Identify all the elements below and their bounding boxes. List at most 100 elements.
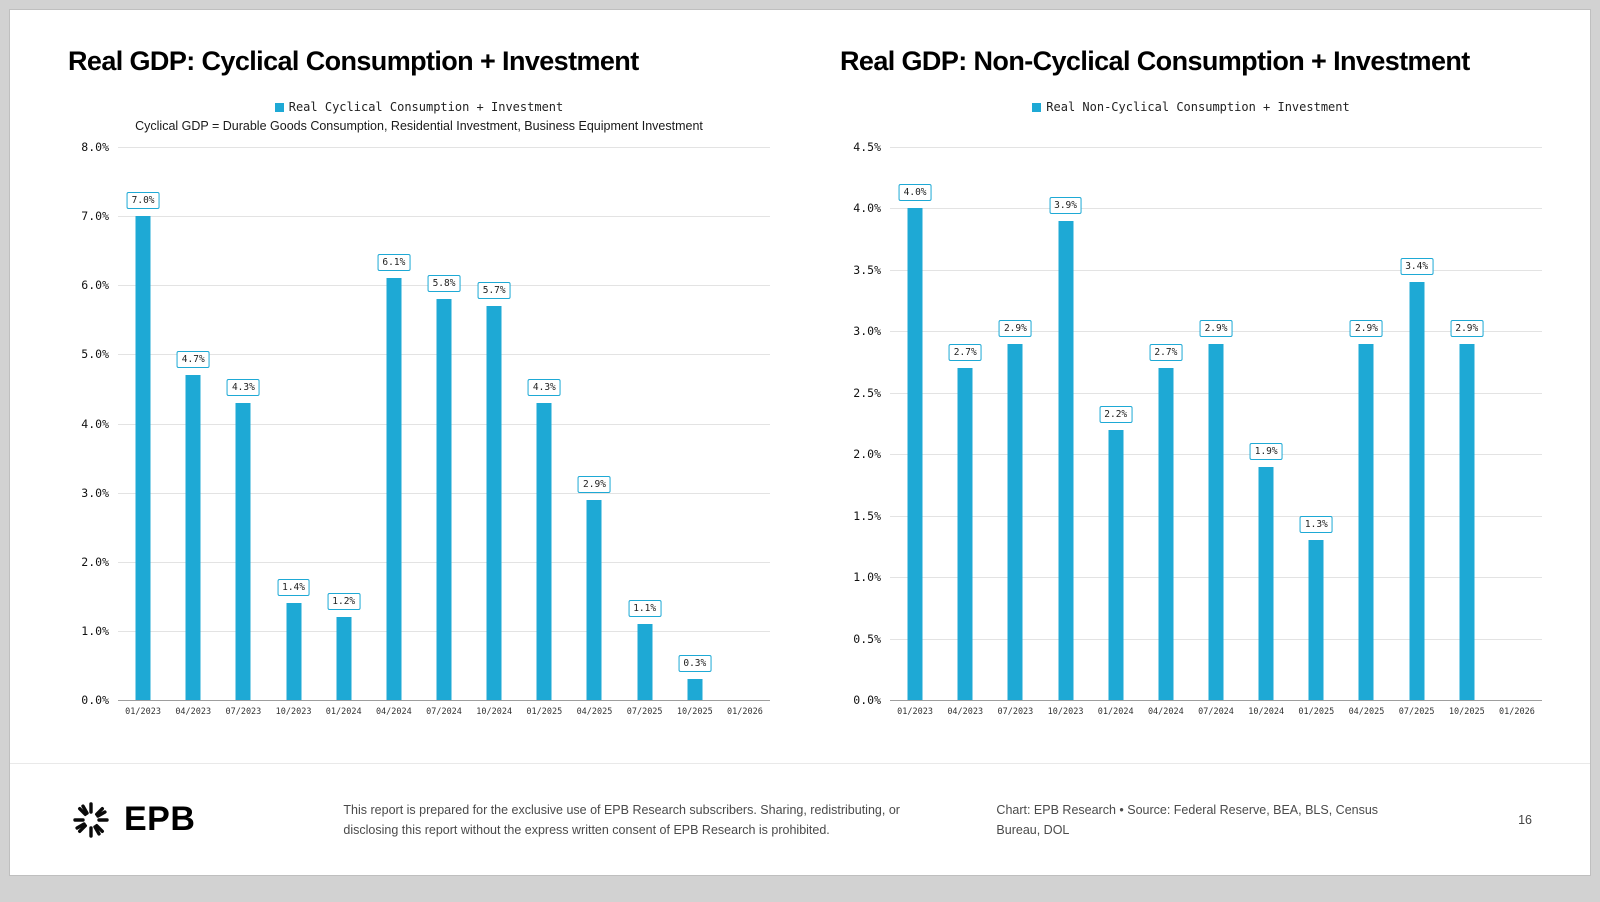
chart-title: Real GDP: Cyclical Consumption + Investm… xyxy=(68,46,639,76)
grid-line xyxy=(890,147,1542,148)
bar xyxy=(536,402,552,700)
y-tick-label: 3.0% xyxy=(81,485,109,500)
x-tick-label: 04/2024 xyxy=(375,707,412,717)
bar xyxy=(1409,282,1425,700)
bar-value-label: 1.4% xyxy=(277,579,310,597)
grid-line xyxy=(890,269,1542,271)
x-tick-label: 04/2023 xyxy=(947,707,984,717)
bar-slot: 4.3% xyxy=(519,147,569,700)
bar xyxy=(336,617,352,700)
bar-slot: 2.2% xyxy=(1091,147,1141,700)
y-tick-label: 4.0% xyxy=(853,201,881,216)
bar-value-label: 1.9% xyxy=(1249,442,1283,460)
x-tick-label: 07/2023 xyxy=(997,707,1034,717)
bar-value-label: 3.9% xyxy=(1049,196,1082,214)
x-tick-label: 01/2023 xyxy=(897,707,933,717)
bar-slot: 2.9% xyxy=(569,147,619,700)
chart-cyclical-gdp: Real GDP: Cyclical Consumption + Investm… xyxy=(68,46,770,717)
x-axis-line xyxy=(118,700,770,701)
y-tick-label: 1.0% xyxy=(853,570,881,585)
x-tick-label: 07/2024 xyxy=(426,707,462,717)
x-tick-label: 01/2023 xyxy=(125,707,161,717)
bar-slot: 1.3% xyxy=(1291,147,1341,700)
bar-slot xyxy=(1492,147,1542,700)
bar xyxy=(1007,343,1023,700)
y-tick-label: 2.5% xyxy=(853,385,881,400)
x-axis: 01/2023 04/2023 07/2023 10/2023 01/2024 04/20… xyxy=(890,707,1542,717)
x-tick-label: 01/2025 xyxy=(526,707,563,717)
x-tick-label: 04/2024 xyxy=(1147,707,1184,717)
x-tick-label: 10/2023 xyxy=(1047,707,1084,717)
footer: EPB This report is prepared for the excl… xyxy=(10,763,1590,875)
y-tick-label: 0.5% xyxy=(853,631,881,646)
y-tick-label: 0.0% xyxy=(853,693,881,707)
y-tick-label: 1.5% xyxy=(853,508,881,523)
legend-label: Real Cyclical Consumption + Investment xyxy=(288,100,564,114)
x-tick-label: 07/2024 xyxy=(1198,707,1234,717)
bar xyxy=(286,603,302,700)
x-tick-label: 01/2024 xyxy=(325,707,362,717)
bar-value-label: 6.1% xyxy=(377,254,411,272)
bar-slot: 2.9% xyxy=(1341,147,1391,700)
bar-value-label: 0.3% xyxy=(678,655,712,673)
logo-text: EPB xyxy=(124,800,196,838)
y-tick-label: 3.0% xyxy=(853,324,881,339)
legend-swatch-icon xyxy=(1032,102,1042,112)
bar xyxy=(957,368,973,700)
bar-slot: 4.3% xyxy=(218,147,268,700)
bar xyxy=(1358,343,1374,700)
plot-wrap: 0.0% 1.0% 2.0% 3.0% 4.0% 5.0% 6.0% 7.0% 8.0% 7.0… xyxy=(68,140,770,707)
bar-slot: 1.9% xyxy=(1241,147,1291,700)
plot-wrap: 0.0% 0.5% 1.0% 1.5% 2.0% 2.5% 3.0% 3.5% 4.0% 4.5%… xyxy=(840,140,1542,707)
page-number: 16 xyxy=(1518,812,1532,827)
bar xyxy=(386,278,402,700)
report-page: Real GDP: Cyclical Consumption + Investm… xyxy=(9,9,1591,876)
legend-label: Real Non-Cyclical Consumption + Investme… xyxy=(1046,100,1350,114)
bar-value-label: 2.9% xyxy=(1450,319,1484,337)
bar-slot: 2.9% xyxy=(1191,147,1241,700)
bar-value-label: 2.9% xyxy=(1350,319,1383,337)
grid-line xyxy=(118,216,770,218)
y-tick-label: 4.5% xyxy=(853,140,881,154)
x-tick-label: 07/2025 xyxy=(626,707,663,717)
bar xyxy=(637,623,653,700)
bar-slot: 7.0% xyxy=(118,147,168,700)
x-tick-label: 01/2026 xyxy=(1499,707,1535,717)
y-axis: 0.0% 0.5% 1.0% 1.5% 2.0% 2.5% 3.0% 3.5% 4.0% 4.5% xyxy=(840,140,890,707)
bar xyxy=(135,216,151,700)
bar-slot: 4.7% xyxy=(168,147,218,700)
x-tick-label: 04/2025 xyxy=(576,707,613,717)
chart-title: Real GDP: Non-Cyclical Consumption + Inv… xyxy=(840,46,1470,76)
bar xyxy=(436,299,452,700)
y-tick-label: 3.5% xyxy=(853,262,881,277)
bar xyxy=(1058,220,1074,700)
x-tick-label: 10/2023 xyxy=(275,707,312,717)
bar-value-label: 2.9% xyxy=(578,475,611,493)
bar-value-label: 3.4% xyxy=(1400,258,1434,276)
bar-slot xyxy=(720,147,770,700)
x-tick-label: 04/2025 xyxy=(1348,707,1385,717)
bar xyxy=(1308,540,1324,700)
x-tick-label: 07/2023 xyxy=(225,707,262,717)
x-tick-label: 10/2024 xyxy=(1248,707,1285,717)
x-tick-label: 10/2024 xyxy=(476,707,513,717)
chart-subtitle: Cyclical GDP = Durable Goods Consumption… xyxy=(135,119,703,133)
bar-value-label: 7.0% xyxy=(126,192,160,210)
epb-logo: EPB xyxy=(68,797,195,843)
bar-slot: 2.9% xyxy=(1442,147,1492,700)
bar-slot: 5.7% xyxy=(469,147,519,700)
plot-area: 7.0% 4.7% 4.3% 1.4% 1.2% 6.1% 5.8% 5.7% 4.3% 2.9%… xyxy=(118,147,770,701)
bar xyxy=(907,208,923,700)
bar-slot: 2.7% xyxy=(1141,147,1191,700)
x-tick-label: 01/2024 xyxy=(1097,707,1134,717)
bar xyxy=(486,306,502,700)
y-tick-label: 2.0% xyxy=(853,447,881,462)
chart-noncyclical-gdp: Real GDP: Non-Cyclical Consumption + Inv… xyxy=(840,46,1542,717)
y-tick-label: 1.0% xyxy=(81,623,109,638)
grid-line xyxy=(890,208,1542,210)
y-tick-label: 5.0% xyxy=(81,347,109,362)
y-tick-label: 6.0% xyxy=(81,278,109,293)
bar xyxy=(586,499,602,700)
starburst-icon xyxy=(73,801,109,838)
legend-swatch-icon xyxy=(274,102,284,112)
